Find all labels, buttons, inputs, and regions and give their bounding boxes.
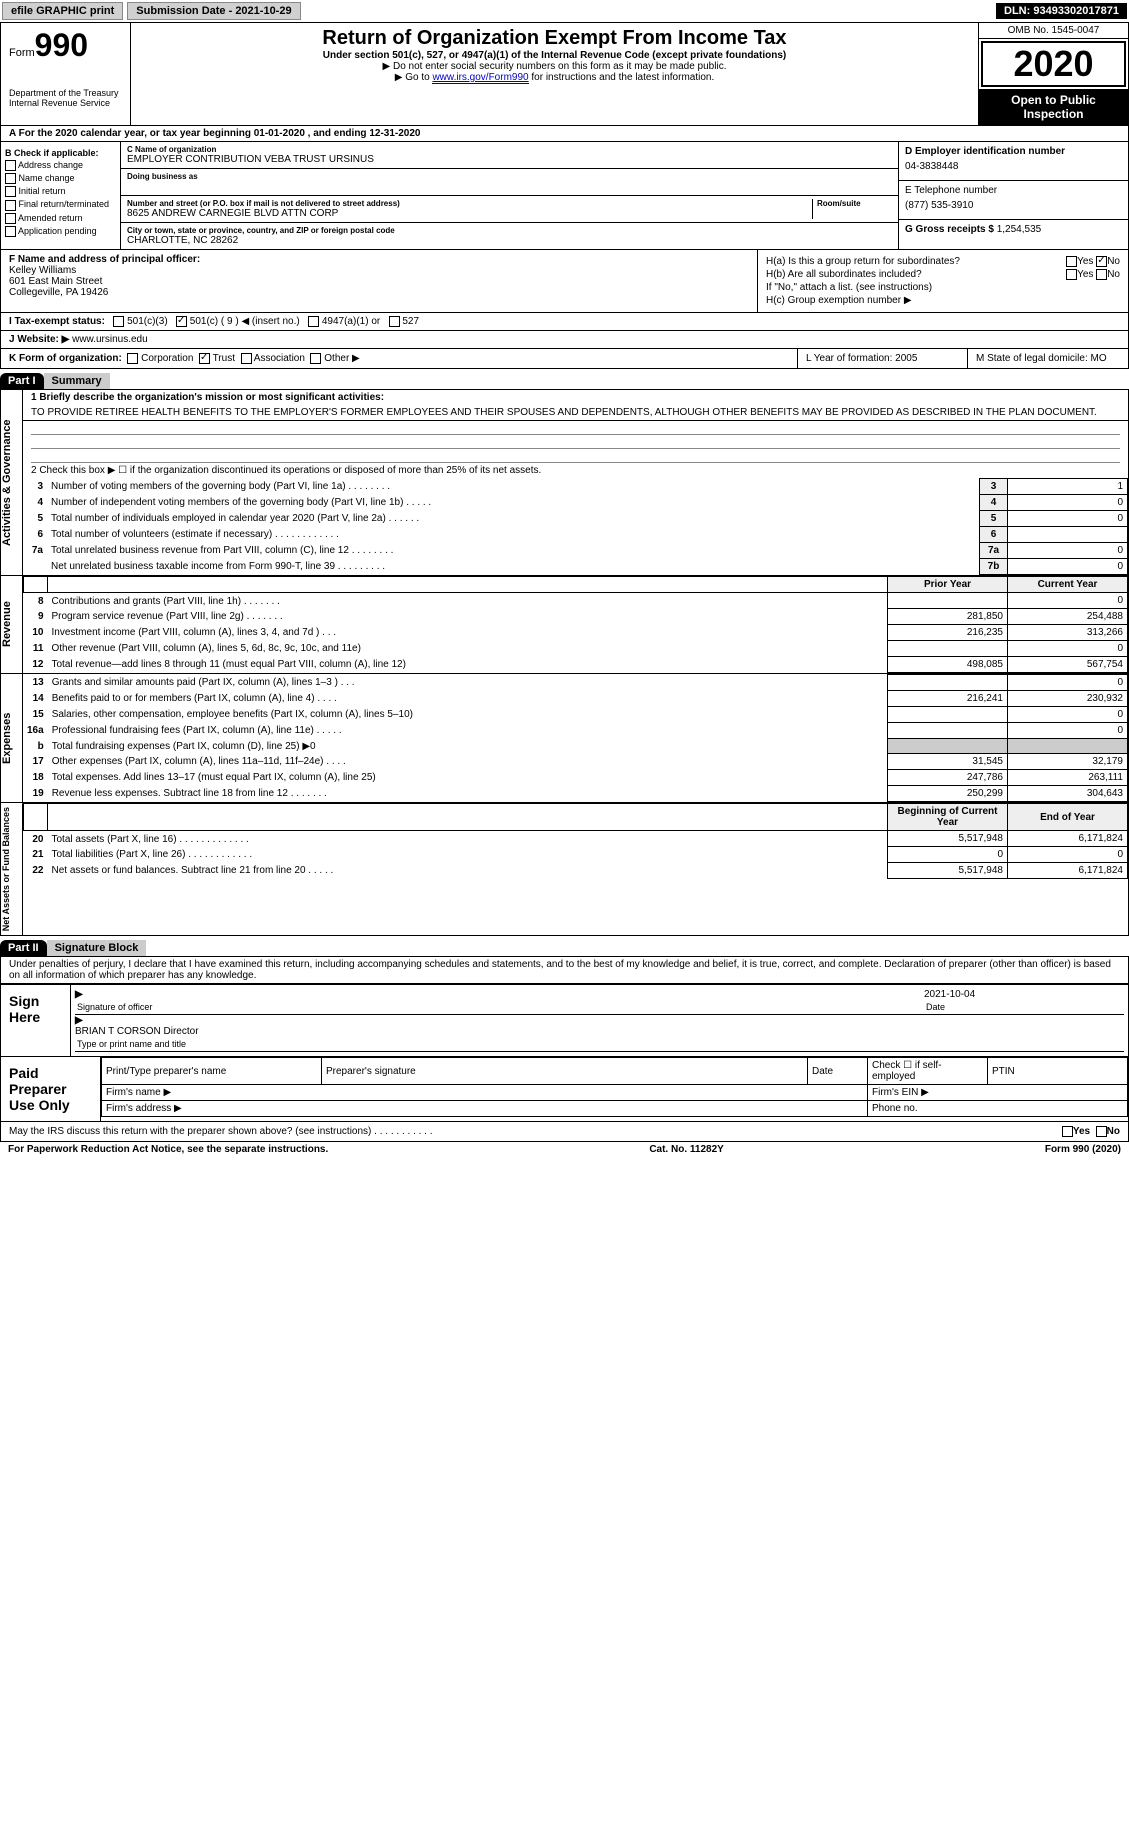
summary-netassets: Net Assets or Fund Balances Beginning of… [0, 803, 1129, 936]
org-name-box: C Name of organization EMPLOYER CONTRIBU… [121, 142, 898, 169]
submission-date: Submission Date - 2021-10-29 [127, 2, 300, 20]
paid-preparer-block: Paid Preparer Use Only Print/Type prepar… [0, 1057, 1129, 1122]
website: www.ursinus.edu [69, 334, 147, 345]
gross-receipts-box: G Gross receipts $ 1,254,535 [899, 220, 1128, 239]
org-name: EMPLOYER CONTRIBUTION VEBA TRUST URSINUS [127, 154, 892, 165]
officer-printed-name: BRIAN T CORSON Director [75, 1026, 1124, 1037]
m-state: M State of legal domicile: MO [968, 349, 1128, 368]
topbar: efile GRAPHIC print Submission Date - 20… [0, 0, 1129, 22]
footer-mid: Cat. No. 11282Y [649, 1144, 723, 1155]
dba-box: Doing business as [121, 169, 898, 196]
col-h: H(a) Is this a group return for subordin… [758, 250, 1128, 312]
gov-table: 3Number of voting members of the governi… [23, 478, 1128, 575]
part2-header: Part IISignature Block [0, 936, 1129, 956]
exp-table: 13Grants and similar amounts paid (Part … [23, 674, 1128, 802]
ein: 04-3838448 [905, 157, 1122, 176]
header-title-block: Return of Organization Exempt From Incom… [131, 23, 978, 125]
k-form-org: K Form of organization: Corporation Trus… [1, 349, 798, 368]
sig-date: 2021-10-04 [924, 989, 1124, 1000]
irs-link[interactable]: www.irs.gov/Form990 [432, 72, 528, 84]
may-discuss: May the IRS discuss this return with the… [0, 1122, 1129, 1142]
vtab-expenses: Expenses [1, 674, 23, 802]
page-footer: For Paperwork Reduction Act Notice, see … [0, 1142, 1129, 1157]
cb-address[interactable]: Address change [5, 160, 116, 171]
city-box: City or town, state or province, country… [121, 223, 898, 249]
phone-box: E Telephone number (877) 535-3910 [899, 181, 1128, 220]
col-c: C Name of organization EMPLOYER CONTRIBU… [121, 142, 898, 249]
street-address: 8625 ANDREW CARNEGIE BLVD ATTN CORP [127, 208, 812, 219]
h-b-note: If "No," attach a list. (see instruction… [766, 282, 1120, 293]
officer-name: Kelley Williams [9, 265, 749, 276]
vtab-revenue: Revenue [1, 576, 23, 673]
summary-governance: Activities & Governance 1 Briefly descri… [0, 389, 1129, 576]
cb-initial[interactable]: Initial return [5, 186, 116, 197]
b-title: B Check if applicable: [5, 148, 116, 158]
cb-name[interactable]: Name change [5, 173, 116, 184]
cb-final[interactable]: Final return/terminated [5, 199, 116, 210]
header-right: OMB No. 1545-0047 2020 Open to Public In… [978, 23, 1128, 125]
h-b: H(b) Are all subordinates included? Yes … [766, 269, 1120, 280]
line1-label: 1 Briefly describe the organization's mi… [23, 390, 1128, 405]
net-table: Beginning of Current YearEnd of Year 20T… [23, 803, 1128, 879]
tax-year: 2020 [981, 41, 1126, 87]
col-f: F Name and address of principal officer:… [1, 250, 758, 312]
dln: DLN: 93493302017871 [996, 3, 1127, 19]
col-deg: D Employer identification number 04-3838… [898, 142, 1128, 249]
note-link: ▶ Go to www.irs.gov/Form990 for instruct… [135, 72, 974, 83]
paid-label: Paid Preparer Use Only [1, 1057, 101, 1121]
rev-table: Prior YearCurrent Year 8Contributions an… [23, 576, 1128, 673]
h-c: H(c) Group exemption number ▶ [766, 295, 1120, 306]
sign-here-block: Sign Here ▶ Signature of officer 2021-10… [0, 984, 1129, 1057]
row-i: I Tax-exempt status: 501(c)(3) 501(c) ( … [0, 313, 1129, 331]
note-ssn: ▶ Do not enter social security numbers o… [135, 61, 974, 72]
vtab-netassets: Net Assets or Fund Balances [1, 803, 23, 935]
form-number-box: Form990 Department of the Treasury Inter… [1, 23, 131, 125]
form-label: Form [9, 47, 35, 59]
row-a: A For the 2020 calendar year, or tax yea… [0, 126, 1129, 142]
section-b: B Check if applicable: Address change Na… [0, 142, 1129, 250]
addr-box: Number and street (or P.O. box if mail i… [121, 196, 898, 223]
summary-expenses: Expenses 13Grants and similar amounts pa… [0, 674, 1129, 803]
city-state-zip: CHARLOTTE, NC 28262 [127, 235, 892, 246]
form-title: Return of Organization Exempt From Incom… [135, 27, 974, 50]
col-b-checkboxes: B Check if applicable: Address change Na… [1, 142, 121, 249]
h-a: H(a) Is this a group return for subordin… [766, 256, 1120, 267]
part1-header: Part ISummary [0, 369, 1129, 389]
sig-declaration: Under penalties of perjury, I declare th… [0, 956, 1129, 984]
sign-here-label: Sign Here [1, 985, 71, 1056]
ein-box: D Employer identification number 04-3838… [899, 142, 1128, 181]
line2: 2 Check this box ▶ ☐ if the organization… [23, 463, 1128, 478]
mission-text: TO PROVIDE RETIREE HEALTH BENEFITS TO TH… [23, 405, 1128, 421]
open-public: Open to Public Inspection [979, 89, 1128, 125]
department: Department of the Treasury Internal Reve… [9, 88, 122, 108]
row-k: K Form of organization: Corporation Trus… [0, 349, 1129, 369]
telephone: (877) 535-3910 [905, 196, 1122, 215]
footer-right: Form 990 (2020) [1045, 1144, 1121, 1155]
section-fh: F Name and address of principal officer:… [0, 250, 1129, 313]
row-j: J Website: ▶ www.ursinus.edu [0, 331, 1129, 349]
officer-addr1: 601 East Main Street [9, 276, 749, 287]
summary-revenue: Revenue Prior YearCurrent Year 8Contribu… [0, 576, 1129, 674]
form-number: 990 [35, 27, 88, 63]
cb-pending[interactable]: Application pending [5, 226, 116, 237]
form-subtitle: Under section 501(c), 527, or 4947(a)(1)… [135, 50, 974, 61]
gross-receipts: 1,254,535 [997, 224, 1042, 235]
l-year: L Year of formation: 2005 [798, 349, 968, 368]
vtab-governance: Activities & Governance [1, 390, 23, 575]
cb-amended[interactable]: Amended return [5, 213, 116, 224]
officer-addr2: Collegeville, PA 19426 [9, 287, 749, 298]
omb-number: OMB No. 1545-0047 [979, 23, 1128, 39]
form-header: Form990 Department of the Treasury Inter… [0, 22, 1129, 126]
footer-left: For Paperwork Reduction Act Notice, see … [8, 1144, 328, 1155]
efile-print-button[interactable]: efile GRAPHIC print [2, 2, 123, 20]
